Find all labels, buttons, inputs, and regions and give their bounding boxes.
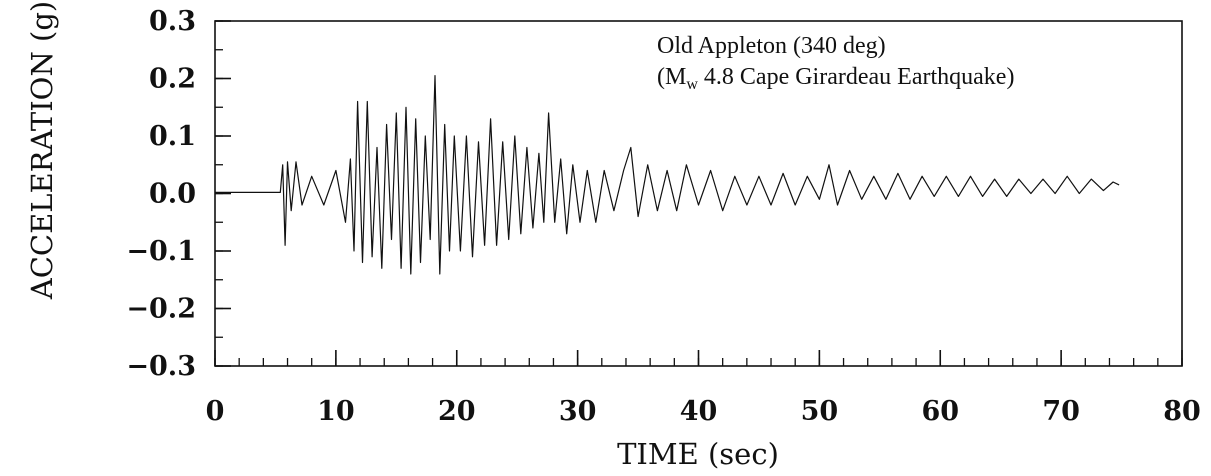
y-tick-label: −0.3 xyxy=(126,351,196,382)
y-tick-labels: 0.3 0.2 0.1 0.0 −0.1 −0.2 −0.3 xyxy=(126,6,196,382)
y-tick-label: 0.0 xyxy=(149,179,196,210)
series-layer xyxy=(215,74,1120,275)
y-tick-label: 0.2 xyxy=(149,64,196,95)
y-tick-label: 0.1 xyxy=(149,121,196,152)
x-tick-label: 20 xyxy=(438,396,476,427)
x-tick-label: 70 xyxy=(1042,396,1080,427)
x-tick-label: 80 xyxy=(1163,396,1201,427)
x-axis-title: TIME (sec) xyxy=(617,437,779,471)
y-tick-label: −0.1 xyxy=(126,236,196,267)
annotation-subscript: w xyxy=(686,76,698,93)
x-tick-label: 50 xyxy=(801,396,839,427)
x-tick-label: 30 xyxy=(559,396,597,427)
x-tick-label: 40 xyxy=(680,396,718,427)
x-tick-labels: 0 10 20 30 40 50 60 70 80 xyxy=(206,396,1201,427)
annotation-prefix: (M xyxy=(657,64,686,90)
acceleration-series-line xyxy=(215,74,1120,275)
x-tick-label: 60 xyxy=(921,396,959,427)
annotation-line-2: (Mw 4.8 Cape Girardeau Earthquake) xyxy=(657,64,1014,93)
y-axis-title: ACCELERATION (g) xyxy=(25,1,59,300)
y-tick-label: −0.2 xyxy=(126,294,196,325)
annotation-rest: 4.8 Cape Girardeau Earthquake) xyxy=(698,64,1015,90)
x-tick-label: 0 xyxy=(206,396,225,427)
y-tick-label: 0.3 xyxy=(149,6,196,37)
x-tick-label: 10 xyxy=(317,396,355,427)
annotation-line-1: Old Appleton (340 deg) xyxy=(657,33,886,59)
major-ticks xyxy=(214,20,1183,367)
